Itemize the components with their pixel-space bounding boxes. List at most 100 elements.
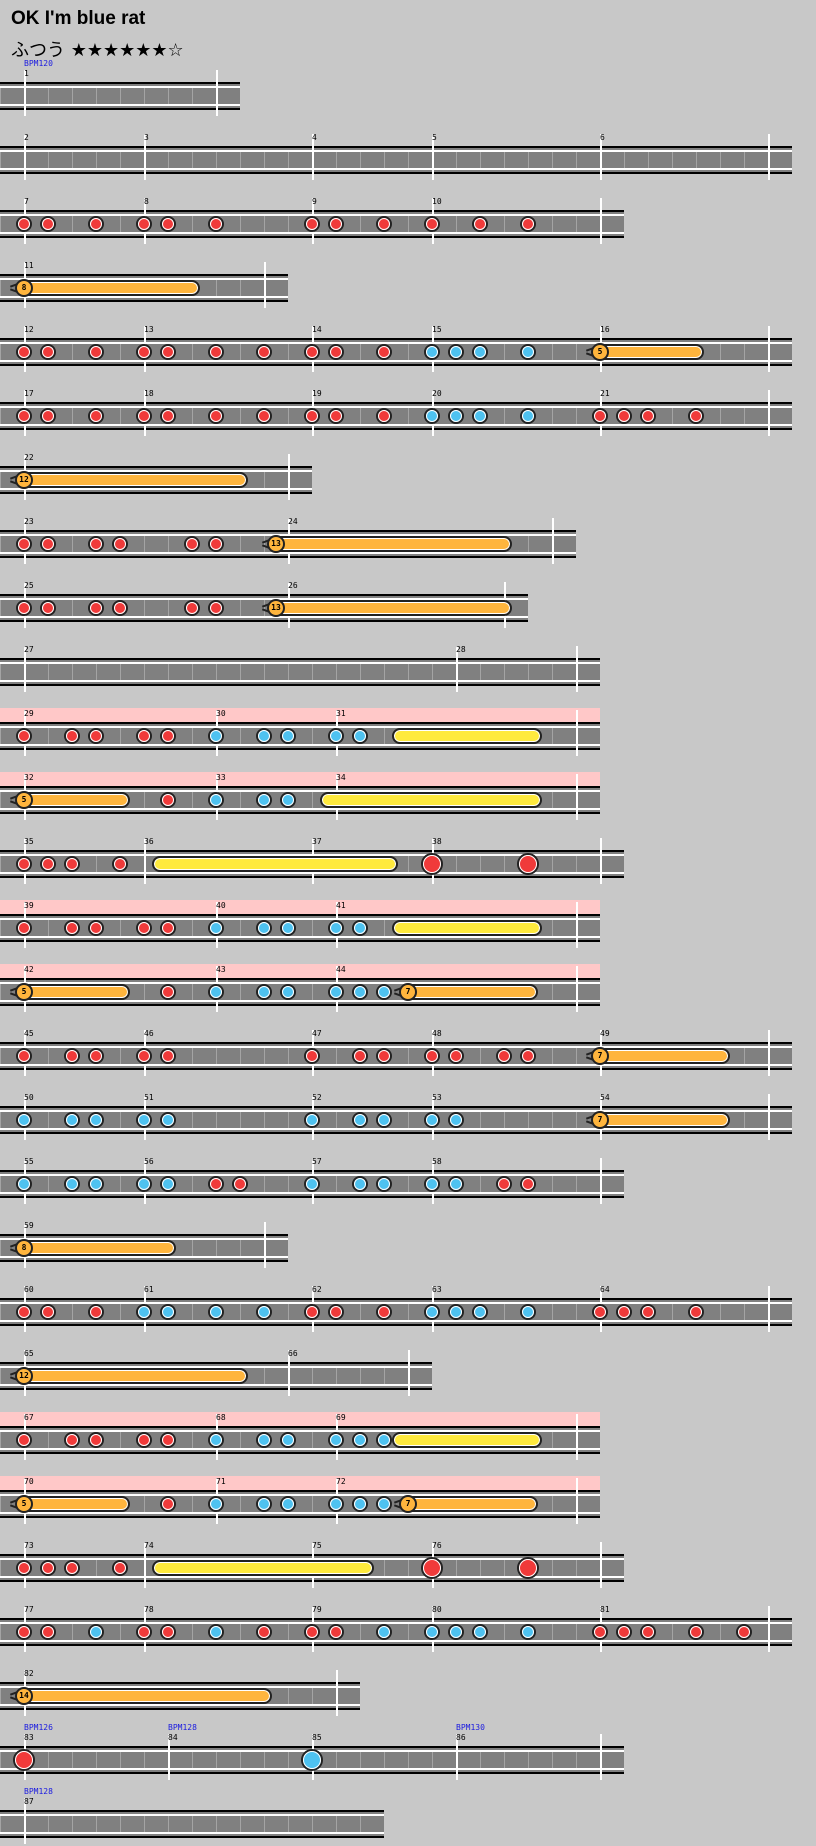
beat-tick xyxy=(552,1624,553,1640)
beat-tick xyxy=(552,792,553,808)
ka-note xyxy=(280,1496,296,1512)
beat-tick xyxy=(192,216,193,232)
beat-tick xyxy=(0,984,1,1000)
ka-note xyxy=(88,1624,104,1640)
measure-line xyxy=(144,134,146,180)
beat-tick xyxy=(72,408,73,424)
balloon-note: 12 xyxy=(15,471,33,489)
beat-tick xyxy=(480,1560,481,1576)
beat-tick xyxy=(192,1048,193,1064)
ka-note xyxy=(352,1112,368,1128)
balloon-note: 7 xyxy=(399,983,417,1001)
ka-note xyxy=(208,728,224,744)
beat-tick xyxy=(264,1752,265,1768)
don-note xyxy=(64,856,80,872)
ka-note xyxy=(208,1304,224,1320)
beat-tick xyxy=(120,1432,121,1448)
beat-tick xyxy=(576,856,577,872)
measure-line xyxy=(576,710,578,756)
don-note xyxy=(16,1304,32,1320)
beat-tick xyxy=(408,1176,409,1192)
don-note xyxy=(64,1048,80,1064)
ka-note xyxy=(376,1112,392,1128)
don-note xyxy=(496,1176,512,1192)
beat-tick xyxy=(120,920,121,936)
measure-line xyxy=(456,1734,458,1780)
beat-tick xyxy=(504,1624,505,1640)
don-note xyxy=(520,216,536,232)
beat-tick xyxy=(552,1496,553,1512)
don-note xyxy=(256,344,272,360)
beat-tick xyxy=(552,1112,553,1128)
measure-number: 14 xyxy=(312,325,322,334)
beat-tick xyxy=(720,1304,721,1320)
beat-tick xyxy=(504,1752,505,1768)
beat-tick xyxy=(720,152,721,168)
measure-number: 37 xyxy=(312,837,322,846)
chart-row: 11 8 xyxy=(0,246,288,310)
chart-row: 60 61 62 63 64 xyxy=(0,1270,792,1334)
don-note xyxy=(88,920,104,936)
chart-row: 83 BPM126 84 BPM128 85 86 BPM130 xyxy=(0,1718,624,1782)
beat-tick xyxy=(0,344,1,360)
measure-number: 81 xyxy=(600,1605,610,1614)
measure-line xyxy=(288,454,290,500)
beat-tick xyxy=(120,88,121,104)
beat-tick xyxy=(576,1752,577,1768)
beat-tick xyxy=(576,1048,577,1064)
measure-line xyxy=(576,966,578,1012)
beat-tick xyxy=(696,152,697,168)
note-lane xyxy=(0,1042,792,1070)
beat-tick xyxy=(528,152,529,168)
measure-line xyxy=(24,646,26,692)
beat-tick xyxy=(552,664,553,680)
beat-tick xyxy=(672,408,673,424)
measure-line xyxy=(408,1350,410,1396)
don-note xyxy=(40,600,56,616)
don-note xyxy=(16,1048,32,1064)
ka-note xyxy=(520,1304,536,1320)
song-title: OK I'm blue rat xyxy=(11,8,146,29)
balloon-note: 5 xyxy=(15,1495,33,1513)
don-note xyxy=(304,1624,320,1640)
measure-number: 87 xyxy=(24,1797,34,1806)
beat-tick xyxy=(552,1176,553,1192)
don-note xyxy=(448,1048,464,1064)
beat-tick xyxy=(720,344,721,360)
beat-tick xyxy=(576,408,577,424)
measure-number: 27 xyxy=(24,645,34,654)
measure-number: 78 xyxy=(144,1605,154,1614)
don-note xyxy=(112,600,128,616)
beat-tick xyxy=(480,856,481,872)
ka-note xyxy=(136,1112,152,1128)
beat-tick xyxy=(408,152,409,168)
measure-line xyxy=(552,518,554,564)
ka-note xyxy=(424,1176,440,1192)
don-note xyxy=(88,728,104,744)
ka-note xyxy=(376,1496,392,1512)
ka-note xyxy=(352,1176,368,1192)
beat-tick xyxy=(432,1752,433,1768)
beat-tick xyxy=(504,1560,505,1576)
beat-tick xyxy=(384,1752,385,1768)
beat-tick xyxy=(408,1112,409,1128)
beat-tick xyxy=(216,1048,217,1064)
measure-number: 65 xyxy=(24,1349,34,1358)
beat-tick xyxy=(576,344,577,360)
don-note xyxy=(88,216,104,232)
beat-tick xyxy=(240,536,241,552)
chart-row: 12 13 14 15 16 5 xyxy=(0,310,792,374)
measure-number: 36 xyxy=(144,837,154,846)
measure-number: 53 xyxy=(432,1093,442,1102)
measure-line xyxy=(576,902,578,948)
beat-tick xyxy=(312,1368,313,1384)
don-note xyxy=(88,408,104,424)
beat-tick xyxy=(0,472,1,488)
chart-row: 87 BPM128 xyxy=(0,1782,384,1846)
balloon-roll xyxy=(20,472,248,488)
measure-line xyxy=(600,838,602,884)
beat-tick xyxy=(672,1304,673,1320)
beat-tick xyxy=(48,728,49,744)
beat-tick xyxy=(504,1304,505,1320)
beat-tick xyxy=(192,408,193,424)
